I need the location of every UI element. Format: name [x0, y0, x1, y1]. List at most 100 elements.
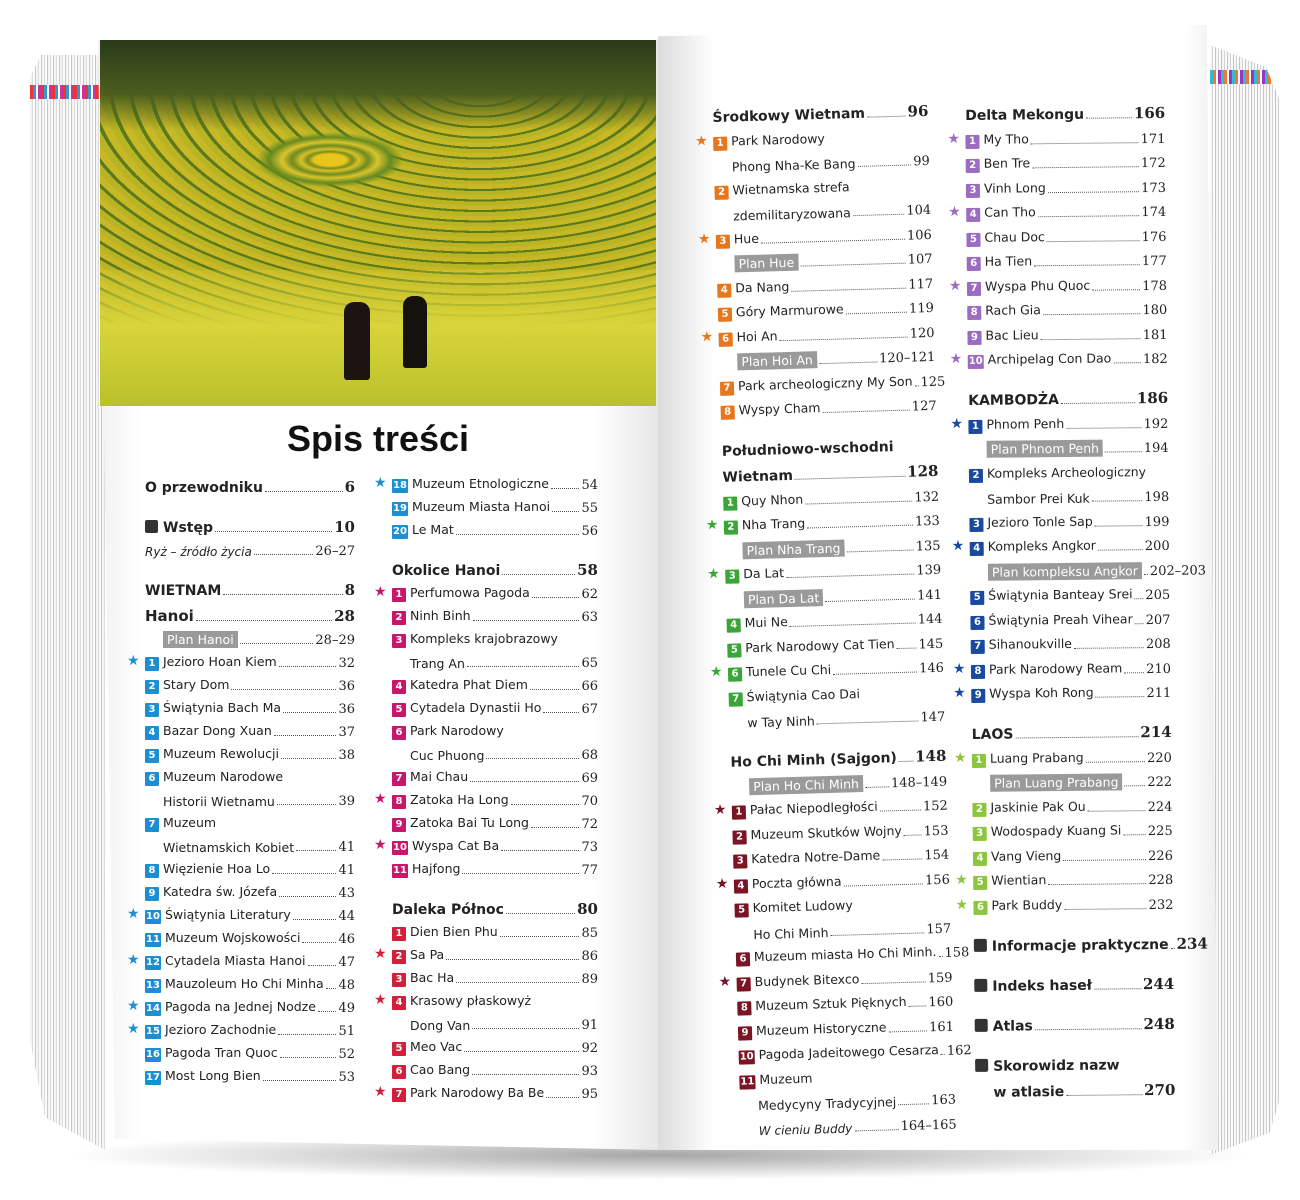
toc-heading[interactable]: Indeks haseł 244	[974, 966, 1174, 994]
toc-entry[interactable]: 6 Ha Tien 177	[966, 244, 1167, 271]
toc-heading[interactable]: Skorowidz nazw	[975, 1046, 1175, 1074]
toc-entry[interactable]: 9 Zatoka Bai Tu Long 72	[392, 809, 598, 832]
toc-entry[interactable]: Historii Wietnamu 39	[145, 786, 355, 809]
toc-heading[interactable]: KAMBODŻA 186	[968, 381, 1168, 409]
toc-plan-entry[interactable]: Plan Phnom Penh 194	[969, 431, 1169, 458]
page-number: 39	[338, 794, 355, 809]
toc-heading[interactable]: Daleka Północ 80	[392, 892, 598, 918]
toc-entry[interactable]: 6 Świątynia Preah Vihear 207	[970, 603, 1171, 630]
toc-entry[interactable]: ★ 5 Wientian 228	[955, 863, 1173, 890]
toc-entry[interactable]: 3 Świątynia Bach Ma 36	[145, 694, 355, 717]
toc-entry[interactable]: ★ 15 Jezioro Zachodnie 51	[127, 1016, 355, 1039]
toc-entry[interactable]: ★ 1 Perfumowa Pagoda 62	[374, 579, 598, 602]
toc-entry[interactable]: ★ 4 Kompleks Angkor 200	[952, 529, 1170, 556]
right-page	[658, 25, 1218, 1150]
toc-entry[interactable]: ★ 9 Wyspa Koh Rong 211	[953, 676, 1171, 703]
toc-heading[interactable]: O przewodniku 6	[145, 470, 355, 496]
page-number: 46	[338, 932, 355, 947]
toc-entry[interactable]: 6 Park Narodowy	[392, 717, 598, 740]
toc-entry[interactable]: 5 Chau Doc 176	[966, 220, 1167, 247]
toc-entry[interactable]: 8 Rach Gia 180	[967, 293, 1167, 320]
toc-entry[interactable]: 2 Jaskinie Pak Ou 224	[972, 790, 1173, 817]
page-number: 56	[581, 524, 598, 539]
toc-entry[interactable]: ★ 4 Krasowy płaskowyż	[374, 987, 598, 1010]
toc-entry[interactable]: 4 Katedra Phat Diem 66	[392, 671, 598, 694]
toc-entry[interactable]: 17 Most Long Bien 53	[145, 1062, 355, 1085]
toc-entry[interactable]: Cuc Phuong 68	[392, 740, 598, 763]
number-badge: 9	[971, 688, 986, 703]
toc-entry[interactable]: Dong Van 91	[392, 1010, 598, 1033]
toc-heading[interactable]: Delta Mekongu 166	[965, 96, 1165, 124]
toc-entry[interactable]: 6 Muzeum Narodowe	[145, 763, 355, 786]
dot-leader	[470, 781, 580, 782]
toc-entry[interactable]: ★ 8 Zatoka Ha Long 70	[374, 786, 598, 809]
toc-entry[interactable]: ★ 10 Archipelag Con Dao 182	[950, 342, 1168, 369]
toc-subentry[interactable]: Ryż – źródło życia 26–27	[145, 536, 355, 559]
toc-entry[interactable]: 5 Świątynia Banteay Srei 205	[970, 578, 1170, 605]
toc-heading[interactable]: Wstęp 10	[145, 510, 355, 536]
toc-entry[interactable]: ★ 6 Park Buddy 232	[955, 888, 1174, 915]
toc-heading[interactable]: w atlasie 270	[975, 1072, 1175, 1100]
toc-entry[interactable]: 7 Muzeum	[145, 809, 355, 832]
toc-entry[interactable]: ★ 14 Pagoda na Jednej Nodze 49	[127, 993, 355, 1016]
toc-heading[interactable]: WIETNAM 8	[145, 573, 355, 599]
entry-text: 8 Park Narodowy Ream	[970, 660, 1123, 679]
toc-entry[interactable]: 3 Bac Ha 89	[392, 964, 598, 987]
square-bullet-icon	[975, 1058, 989, 1072]
toc-entry[interactable]: 3 Vinh Long 173	[965, 171, 1166, 198]
number-badge: 2	[145, 680, 159, 694]
heading-text: Daleka Północ	[392, 902, 504, 918]
toc-heading[interactable]: Atlas 248	[974, 1006, 1175, 1034]
toc-entry[interactable]: ★ 4 Can Tho 174	[948, 195, 1166, 222]
toc-entry[interactable]: ★ 7 Park Narodowy Ba Be 95	[374, 1079, 598, 1102]
toc-entry[interactable]: 7 Mai Chau 69	[392, 763, 598, 786]
toc-entry[interactable]: 19 Muzeum Miasta Hanoi 55	[392, 493, 598, 516]
toc-entry[interactable]: 1 Dien Bien Phu 85	[392, 918, 598, 941]
toc-entry[interactable]: ★ 2 Sa Pa 86	[374, 941, 598, 964]
toc-entry[interactable]: 8 Więzienie Hoa Lo 41	[145, 855, 355, 878]
toc-entry[interactable]: 2 Ninh Binh 63	[392, 602, 598, 625]
toc-entry[interactable]: 4 Vang Vieng 226	[972, 839, 1173, 866]
toc-entry[interactable]: 9 Bac Lieu 181	[967, 318, 1168, 345]
toc-entry[interactable]: 16 Pagoda Tran Quoc 52	[145, 1039, 355, 1062]
toc-entry[interactable]: ★ 12 Cytadela Miasta Hanoi 47	[127, 947, 355, 970]
toc-entry[interactable]: 5 Muzeum Rewolucji 38	[145, 740, 355, 763]
toc-entry[interactable]: ★ 7 Wyspa Phu Quoc 178	[949, 269, 1167, 296]
star-icon: ★	[955, 896, 969, 913]
toc-heading[interactable]: LAOS 214	[971, 715, 1172, 743]
toc-entry[interactable]: Trang An 65	[392, 648, 598, 671]
toc-entry[interactable]: ★ 1 My Tho 171	[947, 122, 1166, 149]
toc-entry[interactable]: 3 Jezioro Tonle Sap 199	[969, 505, 1170, 532]
toc-entry[interactable]: ★ 1 Jezioro Hoan Kiem 32	[127, 648, 355, 671]
toc-plan-entry[interactable]: Plan kompleksu Angkor 202–203	[970, 554, 1206, 581]
toc-heading[interactable]: Okolice Hanoi 58	[392, 553, 598, 579]
toc-entry[interactable]: ★ 8 Park Narodowy Ream 210	[953, 652, 1171, 679]
toc-entry[interactable]: 3 Kompleks krajobrazowy	[392, 625, 598, 648]
toc-entry[interactable]: 5 Meo Vac 92	[392, 1033, 598, 1056]
toc-entry[interactable]: 2 Stary Dom 36	[145, 671, 355, 694]
toc-entry[interactable]: 11 Hajfong 77	[392, 855, 598, 878]
toc-entry[interactable]: ★ 1 Luang Prabang 220	[954, 741, 1172, 768]
toc-plan-entry[interactable]: Plan Luang Prabang 222	[972, 765, 1172, 792]
toc-plan-entry[interactable]: Plan Hanoi 28–29	[145, 625, 355, 648]
toc-entry[interactable]: 11 Muzeum Wojskowości 46	[145, 924, 355, 947]
toc-heading[interactable]: Informacje praktyczne 234	[973, 926, 1208, 954]
dot-leader	[278, 666, 337, 667]
toc-entry[interactable]: 13 Mauzoleum Ho Chi Minha 48	[145, 970, 355, 993]
toc-entry[interactable]: 9 Katedra św. Józefa 43	[145, 878, 355, 901]
toc-entry[interactable]: 5 Cytadela Dynastii Ho 67	[392, 694, 598, 717]
toc-entry[interactable]: ★ 10 Wyspa Cat Ba 73	[374, 832, 598, 855]
toc-heading[interactable]: Hanoi 28	[145, 599, 355, 625]
toc-entry[interactable]: ★ 18 Muzeum Etnologiczne 54	[374, 470, 598, 493]
toc-entry[interactable]: Wietnamskich Kobiet 41	[145, 832, 355, 855]
toc-entry[interactable]: ★ 1 Phnom Penh 192	[950, 407, 1169, 434]
toc-entry[interactable]: 4 Bazar Dong Xuan 37	[145, 717, 355, 740]
toc-entry[interactable]: Sambor Prei Kuk 198	[969, 480, 1169, 507]
toc-entry[interactable]: 2 Ben Tre 172	[965, 146, 1166, 173]
toc-entry[interactable]: 2 Kompleks Archeologiczny	[968, 456, 1169, 483]
toc-entry[interactable]: 6 Cao Bang 93	[392, 1056, 598, 1079]
toc-entry[interactable]: 3 Wodospady Kuang Si 225	[972, 814, 1173, 841]
toc-entry[interactable]: 20 Le Mat 56	[392, 516, 598, 539]
toc-entry[interactable]: ★ 10 Świątynia Literatury 44	[127, 901, 355, 924]
toc-entry[interactable]: 7 Sihanoukville 208	[970, 627, 1171, 654]
